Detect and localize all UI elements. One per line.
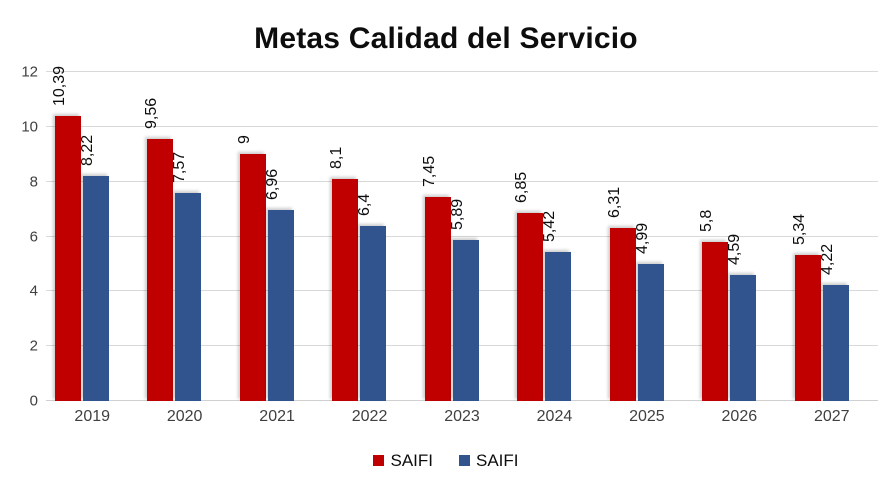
bar-value-label: 7,57 — [171, 152, 189, 184]
bar-fill — [360, 225, 387, 401]
x-axis: 2019 2020 2021 2022 2023 2024 2025 2026 2027 — [46, 407, 878, 433]
gridline-6 — [46, 235, 878, 237]
bar-fill — [175, 193, 202, 401]
bar-group: 8,1 6,4 — [323, 72, 415, 401]
bar-2020-series0[interactable]: 9,56 — [143, 98, 174, 401]
bar-2022-series0[interactable]: 8,1 — [328, 147, 359, 401]
legend-item-1[interactable]: SAIFI — [459, 452, 519, 469]
x-axis-tick-label-2022: 2022 — [351, 408, 388, 425]
y-axis-tick-label: 4 — [29, 282, 38, 300]
y-axis-tick-label: 12 — [21, 63, 38, 81]
bar-2023-series1[interactable]: 5,89 — [449, 198, 479, 401]
bar-fill — [147, 138, 174, 401]
x-axis-tick-label-2023: 2023 — [444, 408, 480, 425]
x-axis-tick-label-2021: 2021 — [259, 408, 295, 425]
bar-value-label: 5,89 — [448, 198, 466, 230]
bar-fill — [239, 154, 266, 401]
bar-fill — [517, 213, 544, 401]
bar-2024-series1[interactable]: 5,42 — [541, 211, 572, 401]
bar-group: 6,85 5,42 — [508, 72, 600, 401]
x-axis-tick-label-2019: 2019 — [74, 408, 111, 425]
bar-2019-series1[interactable]: 8,22 — [79, 135, 109, 401]
x-axis-tick-label-2025: 2025 — [629, 408, 665, 425]
y-axis-tick-label: 2 — [29, 337, 38, 355]
bar-value-label: 10,39 — [51, 66, 68, 107]
bar-value-label: 4,22 — [818, 244, 836, 276]
bar-2025-series1[interactable]: 4,99 — [634, 223, 664, 401]
bar-value-label: 9,56 — [143, 97, 161, 129]
bar-group: 5,8 4,59 — [693, 72, 785, 401]
bar-fill — [637, 264, 664, 401]
bar-2022-series1[interactable]: 6,4 — [356, 193, 387, 401]
x-axis-tick-label-2020: 2020 — [166, 408, 203, 425]
bar-fill — [55, 116, 81, 401]
gridline-10 — [46, 125, 878, 127]
bar-value-label: 5,8 — [698, 209, 716, 232]
legend-label: SAIFI — [390, 451, 433, 470]
bar-2024-series0[interactable]: 6,85 — [513, 172, 544, 401]
bar-fill — [267, 210, 294, 401]
bar-2025-series0[interactable]: 6,31 — [606, 187, 636, 401]
y-axis-tick-label: 10 — [21, 118, 38, 136]
bar-2021-series1[interactable]: 6,96 — [264, 169, 294, 401]
bar-2021-series0[interactable]: 9 — [236, 135, 266, 401]
bar-value-label: 8,22 — [79, 134, 96, 166]
bar-value-label: 5,34 — [790, 213, 808, 245]
bar-value-label: 4,99 — [633, 223, 651, 255]
bar-2023-series0[interactable]: 7,45 — [421, 156, 451, 401]
bar-2027-series1[interactable]: 4,22 — [819, 244, 849, 401]
bar-fill — [609, 228, 636, 401]
bar-fill — [702, 241, 729, 401]
bar-group: 9,56 7,57 — [138, 72, 230, 401]
y-axis: 0 2 4 6 8 10 12 — [0, 65, 38, 409]
gridline-12 — [46, 71, 878, 72]
x-axis-tick-label-2026: 2026 — [721, 408, 758, 425]
legend-swatch-icon — [459, 455, 470, 466]
y-axis-tick-label: 8 — [29, 173, 38, 191]
bar-group: 5,34 4,22 — [786, 72, 878, 401]
bar-fill — [545, 252, 572, 401]
bar-value-label: 7,45 — [420, 155, 438, 187]
bar-fill — [452, 239, 479, 401]
legend-item-0[interactable]: SAIFI — [373, 452, 433, 469]
bar-fill — [730, 275, 757, 401]
y-axis-tick-label: 0 — [29, 392, 38, 410]
bar-value-label: 8,1 — [328, 146, 346, 169]
bar-value-label: 6,96 — [263, 169, 281, 201]
bar-group: 7,45 5,89 — [416, 72, 508, 401]
bars-layer: 10,39 8,22 9,56 7,57 9 6,96 8,1 6,4 7,45 5,89 6,85… — [46, 66, 878, 401]
bar-group: 10,39 8,22 — [46, 66, 138, 401]
chart-title: Metas Calidad del Servicio — [254, 22, 638, 55]
bar-value-label: 5,42 — [541, 211, 559, 243]
gridline-8 — [46, 180, 878, 182]
bar-group: 9 6,96 — [231, 72, 323, 401]
chart-legend: SAIFI SAIFI — [0, 452, 892, 469]
bar-fill — [332, 178, 359, 401]
bar-2019-series0[interactable]: 10,39 — [51, 66, 81, 401]
legend-swatch-icon — [373, 455, 385, 466]
bar-value-label: 9 — [235, 135, 253, 145]
x-axis-tick-label-2027: 2027 — [813, 408, 850, 425]
bar-2020-series1[interactable]: 7,57 — [171, 152, 202, 401]
y-axis-tick-label: 6 — [29, 228, 38, 245]
bar-2026-series0[interactable]: 5,8 — [698, 210, 729, 401]
bar-fill — [424, 196, 451, 401]
bar-value-label: 6,31 — [605, 186, 623, 219]
x-axis-tick-label-2024: 2024 — [536, 408, 573, 425]
bar-value-label: 6,85 — [513, 172, 531, 204]
bar-value-label: 6,4 — [356, 193, 374, 216]
bar-value-label: 4,59 — [726, 234, 744, 266]
bar-fill — [822, 285, 849, 401]
bar-fill — [794, 254, 821, 401]
bar-fill — [83, 175, 109, 401]
legend-label: SAIFI — [476, 451, 519, 470]
bar-2026-series1[interactable]: 4,59 — [726, 234, 757, 401]
bar-2027-series0[interactable]: 5,34 — [791, 213, 821, 401]
bar-group: 6,31 4,99 — [601, 72, 693, 401]
